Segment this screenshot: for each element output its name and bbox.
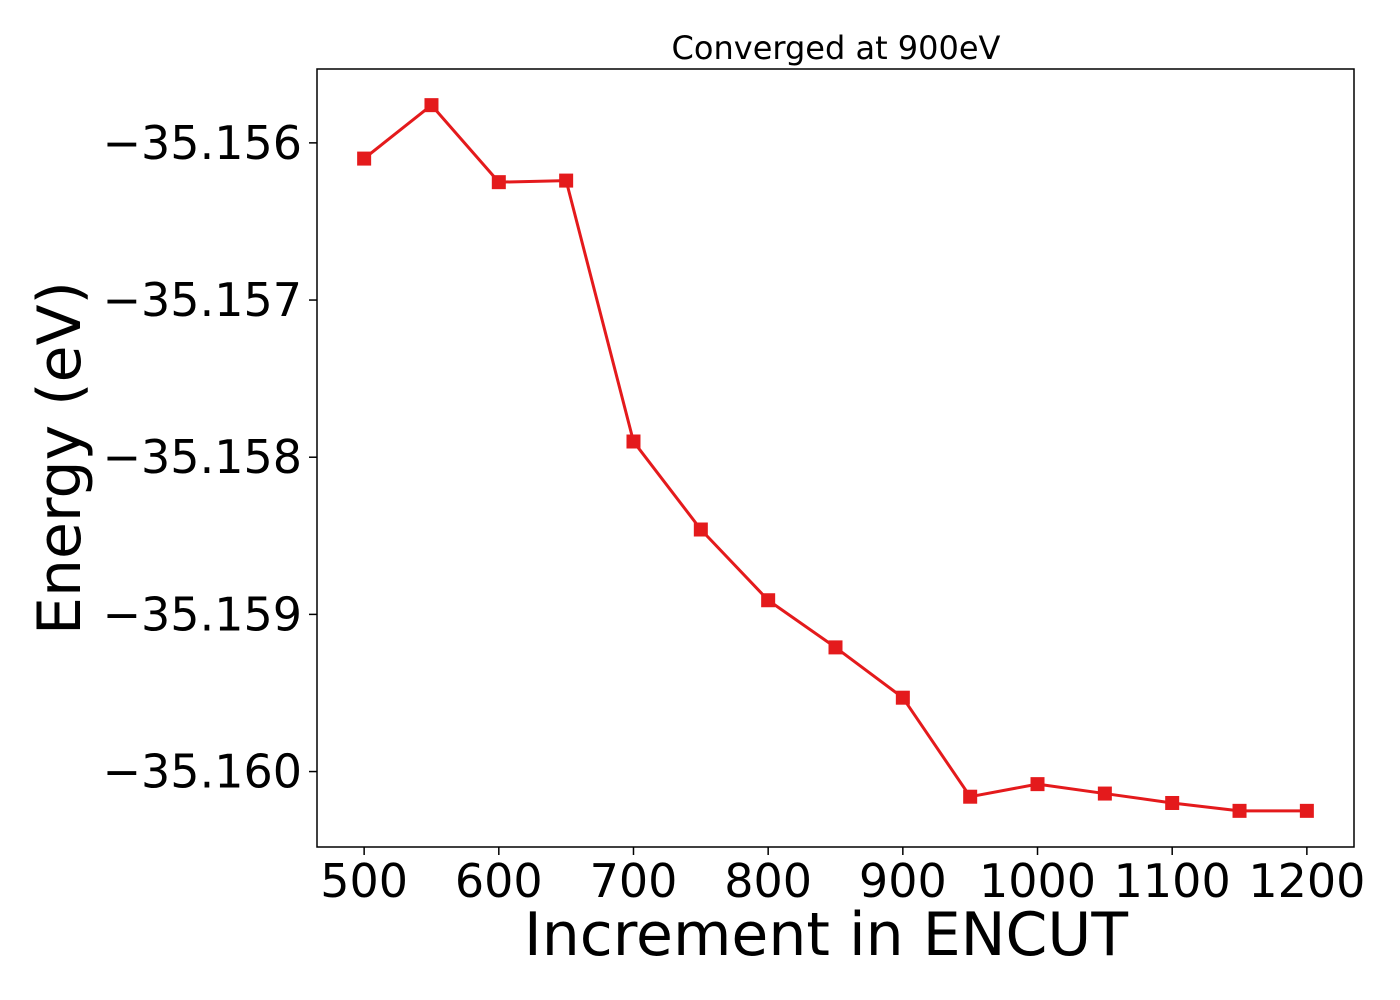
y-tick-label: −35.158 <box>103 430 303 484</box>
data-point-marker <box>491 175 506 190</box>
y-axis-ticks: −35.156 −35.157 −35.158 −35.159 −35.160 <box>103 116 317 799</box>
data-point-marker <box>1165 795 1180 810</box>
x-tick-label: 700 <box>590 854 678 908</box>
x-tick-label: 800 <box>724 854 812 908</box>
data-point-marker <box>1232 803 1247 818</box>
data-point-marker <box>1097 786 1112 801</box>
series-line <box>363 103 1307 813</box>
data-point-marker <box>761 593 776 608</box>
chart-title: Converged at 900eV <box>672 29 1001 67</box>
x-tick-label: 1100 <box>1114 854 1231 908</box>
y-tick-label: −35.156 <box>103 116 303 170</box>
data-point-marker <box>626 434 641 449</box>
x-tick-label: 500 <box>320 854 408 908</box>
y-axis-label: Energy (eV) <box>25 281 95 635</box>
plot-frame <box>316 68 1355 848</box>
x-axis-label: Increment in ENCUT <box>524 900 1128 970</box>
series-layer <box>357 98 1314 818</box>
data-point-marker <box>357 151 372 166</box>
data-point-marker <box>895 690 910 705</box>
data-point-marker <box>1299 803 1314 818</box>
data-point-marker <box>828 640 843 655</box>
x-tick-label: 600 <box>455 854 543 908</box>
x-tick-label: 900 <box>859 854 947 908</box>
x-tick-label: 1200 <box>1248 854 1365 908</box>
data-point-marker <box>424 98 439 113</box>
x-tick-label: 1000 <box>979 854 1096 908</box>
data-point-marker <box>963 789 978 804</box>
x-axis-ticks: 500 600 700 800 900 1000 1100 1200 <box>320 847 1365 908</box>
data-point-marker <box>1030 777 1045 792</box>
y-tick-label: −35.157 <box>103 273 303 327</box>
data-point-marker <box>693 522 708 537</box>
y-tick-label: −35.160 <box>103 745 303 799</box>
data-point-marker <box>559 173 574 188</box>
y-tick-label: −35.159 <box>103 587 303 641</box>
